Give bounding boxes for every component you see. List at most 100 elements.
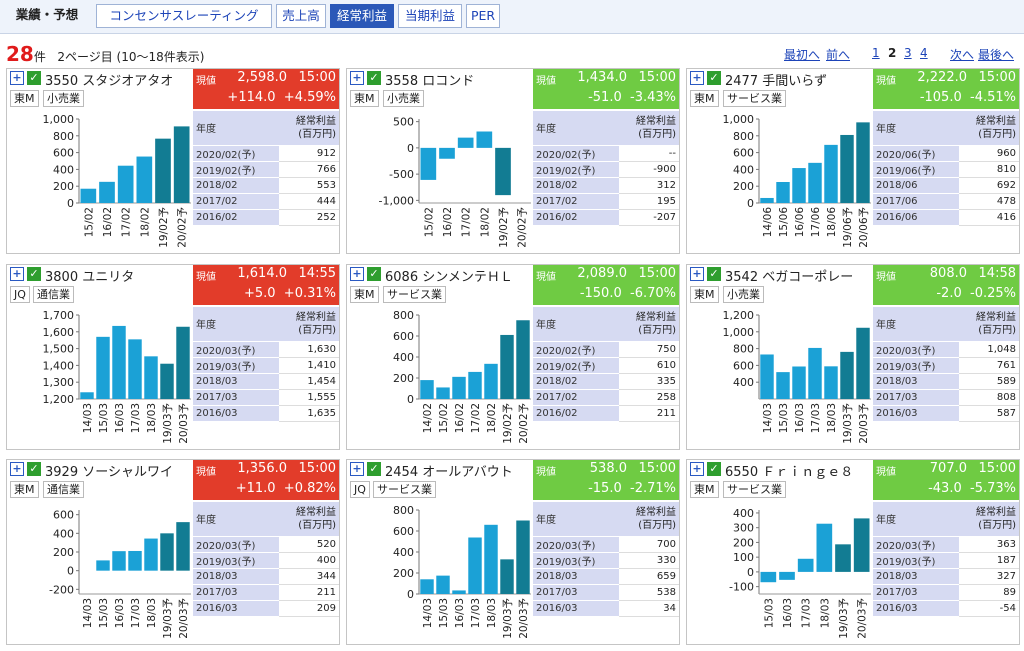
bar: [96, 560, 110, 571]
pager-first-link[interactable]: 最初へ: [784, 48, 821, 62]
x-tick-label: 16/03: [782, 598, 794, 628]
y-tick-label: 0: [747, 197, 754, 210]
pager-next-link[interactable]: 次へ: [950, 48, 975, 62]
add-watchlist-icon[interactable]: +: [690, 462, 704, 476]
checkbox-icon[interactable]: ✓: [367, 71, 381, 85]
add-watchlist-icon[interactable]: +: [10, 267, 24, 281]
profit-cell: 960: [958, 145, 1019, 162]
profit-cell: 252: [278, 209, 339, 226]
profit-cell: 211: [278, 584, 339, 601]
tab-4[interactable]: 当期利益: [398, 4, 462, 28]
price-box: 現値 1,614.0 14:55 +5.0 +0.31%: [193, 265, 339, 305]
stock-name[interactable]: 3550 スタジオアタオ: [45, 70, 173, 89]
stock-name[interactable]: 6550 Ｆｒｉｎｇｅ８: [725, 461, 853, 480]
y-tick-label: 400: [733, 163, 754, 176]
year-cell: 2019/06(予): [873, 161, 959, 178]
year-cell: 2017/03: [193, 389, 279, 406]
checkbox-icon[interactable]: ✓: [27, 462, 41, 476]
checkbox-icon[interactable]: ✓: [367, 267, 381, 281]
tab-1[interactable]: コンセンサスレーティング: [96, 4, 272, 28]
bar: [436, 575, 450, 594]
price-box: 現値 1,434.0 15:00 -51.0 -3.43%: [533, 69, 679, 109]
checkbox-icon[interactable]: ✓: [707, 71, 721, 85]
profit-cell: 610: [618, 357, 679, 374]
checkbox-icon[interactable]: ✓: [367, 462, 381, 476]
price-change: +11.0 +0.82%: [235, 481, 336, 496]
bar: [176, 522, 190, 571]
y-tick-label: 1,000: [43, 113, 75, 126]
stock-code: 3800: [45, 270, 79, 285]
checkbox-icon[interactable]: ✓: [27, 267, 41, 281]
stock-name[interactable]: 3800 ユニリタ: [45, 266, 134, 285]
bar: [856, 122, 870, 203]
bar: [452, 590, 466, 594]
x-tick-label: 16/03: [794, 403, 806, 433]
checkbox-icon[interactable]: ✓: [707, 267, 721, 281]
bar: [824, 144, 838, 203]
y-tick-label: 600: [733, 359, 754, 372]
pager-page-4[interactable]: 4: [920, 46, 928, 60]
pager-last-link[interactable]: 最後へ: [978, 48, 1015, 62]
year-header: 年度: [193, 307, 279, 342]
tab-2[interactable]: 売上高: [276, 4, 326, 28]
x-tick-label: 14/02: [422, 403, 434, 433]
profit-cell: 312: [618, 177, 679, 194]
stock-name[interactable]: 3558 ロコンド: [385, 70, 474, 89]
profit-cell: 520: [278, 536, 339, 553]
stock-name[interactable]: 2477 手間いらず: [725, 70, 827, 89]
x-tick-label: 17/02: [121, 207, 133, 237]
current-price: 1,434.0: [577, 70, 627, 85]
year-header: 年度: [193, 111, 279, 146]
add-watchlist-icon[interactable]: +: [690, 71, 704, 85]
profit-cell: 1,048: [958, 341, 1019, 358]
profit-cell: 335: [618, 373, 679, 390]
profit-cell: 444: [278, 193, 339, 210]
year-cell: 2020/06(予): [873, 145, 959, 162]
price-time: 14:58: [978, 266, 1016, 281]
stock-name[interactable]: 3929 ソーシャルワイ: [45, 461, 173, 480]
x-tick-label: 16/02: [442, 207, 454, 237]
profit-cell: 1,410: [278, 357, 339, 374]
stock-code: 3929: [45, 465, 79, 480]
pager-prev-link[interactable]: 前へ: [826, 48, 851, 62]
bar: [792, 168, 806, 203]
current-price: 2,222.0: [917, 70, 967, 85]
bar: [495, 147, 511, 196]
year-cell: 2018/03: [873, 373, 959, 390]
checkbox-icon[interactable]: ✓: [707, 462, 721, 476]
profit-header: 経常利益 (百万円): [278, 111, 339, 146]
price-change: -15.0 -2.71%: [588, 481, 676, 496]
profit-table: 年度 経常利益 (百万円) 2020/03(予) 700 2019/03(予) 330 2…: [533, 502, 679, 617]
profit-table: 年度 経常利益 (百万円) 2020/03(予) 1,630 2019/03(予) 1,…: [193, 307, 339, 422]
profit-cell: 344: [278, 568, 339, 585]
year-cell: 2018/06: [873, 177, 959, 194]
add-watchlist-icon[interactable]: +: [350, 267, 364, 281]
tab-5[interactable]: PER: [466, 4, 500, 28]
year-header: 年度: [873, 502, 959, 537]
profit-cell: 363: [958, 536, 1019, 553]
stock-title: ロコンド: [422, 74, 475, 89]
stock-title: ユニリタ: [82, 270, 135, 285]
stock-name[interactable]: 3542 ベガコーポレー: [725, 266, 853, 285]
x-tick-label: 14/03: [422, 598, 434, 628]
y-tick-label: 1,200: [723, 309, 755, 322]
checkbox-icon[interactable]: ✓: [27, 71, 41, 85]
bar: [808, 162, 822, 203]
add-watchlist-icon[interactable]: +: [690, 267, 704, 281]
x-tick-label: 15/02: [438, 403, 450, 433]
stock-name[interactable]: 6086 シンメンテＨＬ: [385, 266, 513, 285]
add-watchlist-icon[interactable]: +: [350, 462, 364, 476]
add-watchlist-icon[interactable]: +: [350, 71, 364, 85]
pager-page-3[interactable]: 3: [904, 46, 912, 60]
profit-chart: 600 400 200 0 -200 14/03 15/03 16/03 17/03 18/03 1…: [49, 509, 191, 639]
add-watchlist-icon[interactable]: +: [10, 71, 24, 85]
x-tick-label: 18/02: [486, 403, 498, 433]
tab-3[interactable]: 経常利益: [330, 4, 394, 28]
stock-code: 3550: [45, 74, 79, 89]
sector-badge: 通信業: [43, 481, 84, 498]
x-tick-label: 18/02: [139, 207, 151, 237]
add-watchlist-icon[interactable]: +: [10, 462, 24, 476]
stock-name[interactable]: 2454 オールアバウト: [385, 461, 513, 480]
pager-page-1[interactable]: 1: [872, 46, 880, 60]
